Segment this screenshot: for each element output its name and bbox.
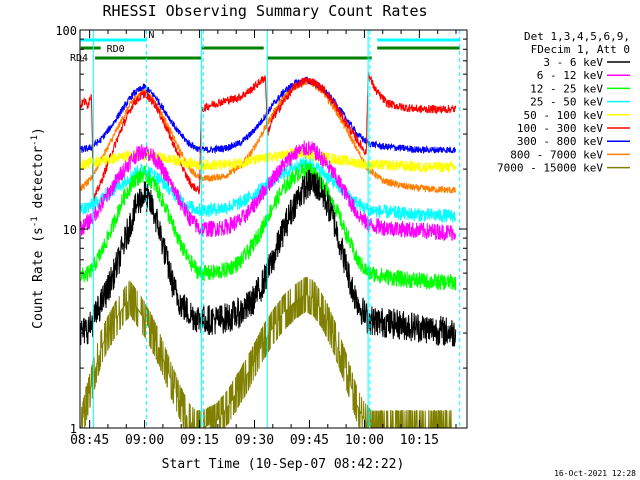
- legend-entry-label: 50 - 100 keV: [524, 109, 604, 122]
- legend-entry-label: 25 - 50 keV: [530, 96, 603, 109]
- footer-timestamp: 16-Oct-2021 12:28: [554, 469, 636, 478]
- legend-entry-label: 300 - 800 keV: [517, 135, 603, 148]
- legend-header-line: FDecim 1, Att 0: [531, 43, 630, 56]
- series-line-9: [80, 276, 456, 430]
- y-tick-label: 100: [55, 24, 77, 38]
- x-tick-label: 09:15: [180, 433, 219, 448]
- observing-bars-layer: N RD0 RD4: [70, 30, 460, 64]
- legend-header-line: Det 1,3,4,5,6,9,: [524, 30, 630, 43]
- series-line-7: [80, 75, 456, 155]
- x-axis-label: Start Time (10-Sep-07 08:42:22): [162, 457, 405, 472]
- y-axis-label: Count Rate (s-1 detector-1): [30, 127, 46, 329]
- series-line-6: [80, 72, 457, 202]
- y-axis-label-end: ): [31, 127, 46, 135]
- bar-label-rd0: RD0: [107, 44, 125, 55]
- x-tick-label: 10:15: [400, 433, 439, 448]
- series-line-3: [80, 161, 457, 291]
- legend-entry-label: 100 - 300 keV: [517, 122, 603, 135]
- chart-title: RHESSI Observing Summary Count Rates: [102, 2, 427, 20]
- bar-label-n: N: [148, 30, 154, 41]
- legend-entry-label: 3 - 6 keV: [543, 56, 603, 69]
- legend-entry-label: 12 - 25 keV: [530, 82, 603, 95]
- x-tick-label: 09:00: [125, 433, 164, 448]
- legend-entry-label: 7000 - 15000 keV: [497, 162, 603, 175]
- y-tick-label: 10: [63, 223, 77, 237]
- x-tick-label: 09:30: [235, 433, 274, 448]
- y-axis-label-mid: detector: [31, 146, 46, 217]
- x-tick-label: 09:45: [290, 433, 329, 448]
- bar-label-rd4: RD4: [70, 53, 88, 64]
- axes-layer: 08:45 09:00 09:15 09:30 09:45 10:00 10:15 1 10 10…: [55, 24, 468, 448]
- x-tick-label: 10:00: [345, 433, 384, 448]
- series-line-1: [80, 169, 457, 347]
- y-axis-label-sup1: -1: [30, 216, 40, 227]
- series-line-2: [80, 140, 457, 242]
- y-axis-label-main: Count Rate (s: [31, 227, 46, 329]
- y-tick-label: 1: [70, 422, 77, 436]
- y-axis-label-sup2: -1: [30, 135, 40, 146]
- legend-entry-label: 6 - 12 keV: [537, 69, 604, 82]
- x-tick-label: 08:45: [70, 433, 109, 448]
- series-layer: [80, 72, 457, 430]
- legend: Det 1,3,4,5,6,9,FDecim 1, Att 03 - 6 keV…: [497, 30, 630, 175]
- legend-entry-label: 800 - 7000 keV: [510, 148, 603, 161]
